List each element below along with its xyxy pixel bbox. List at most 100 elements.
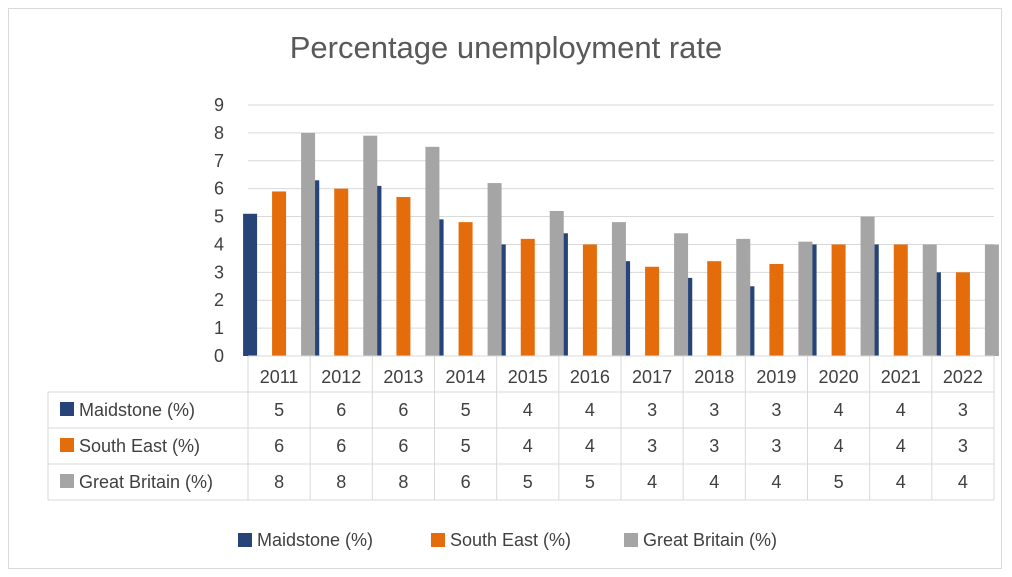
- y-tick-label: 8: [214, 123, 224, 143]
- y-tick-label: 0: [214, 346, 224, 366]
- bar: [955, 272, 970, 356]
- x-tick-label: 2021: [881, 367, 921, 387]
- table-cell: 5: [585, 472, 595, 492]
- y-tick-label: 7: [214, 151, 224, 171]
- bar: [458, 222, 473, 356]
- table-cell: 4: [585, 400, 595, 420]
- y-tick-label: 6: [214, 179, 224, 199]
- bar: [487, 183, 502, 356]
- bar: [707, 261, 722, 356]
- table-cell: 4: [523, 400, 533, 420]
- x-tick-label: 2019: [756, 367, 796, 387]
- table-cell: 8: [336, 472, 346, 492]
- table-cell: 5: [274, 400, 284, 420]
- table-cell: 5: [834, 472, 844, 492]
- table-cell: 4: [834, 436, 844, 456]
- y-tick-label: 2: [214, 290, 224, 310]
- x-tick-label: 2012: [321, 367, 361, 387]
- bar: [301, 132, 316, 356]
- x-tick-label: 2016: [570, 367, 610, 387]
- chart-title: Percentage unemployment rate: [289, 30, 723, 65]
- bar: [425, 146, 440, 356]
- y-tick-label: 9: [214, 95, 224, 115]
- table-cell: 3: [771, 436, 781, 456]
- bar: [549, 210, 564, 356]
- y-tick-label: 1: [214, 318, 224, 338]
- table-cell: 8: [274, 472, 284, 492]
- x-tick-label: 2014: [446, 367, 486, 387]
- bars: [243, 132, 999, 356]
- bar: [893, 244, 908, 356]
- table-cell: 5: [461, 436, 471, 456]
- y-axis: 0 1 2 3 4 5 6 7 8 9: [214, 95, 224, 366]
- legend-key-swatch: [60, 402, 74, 416]
- table-cell: 3: [958, 436, 968, 456]
- table-cell: 4: [896, 436, 906, 456]
- x-tick-label: 2013: [383, 367, 423, 387]
- table-row-label: South East (%): [79, 436, 200, 456]
- legend-key-swatch: [60, 474, 74, 488]
- table-cell: 3: [709, 436, 719, 456]
- table-cell: 6: [274, 436, 284, 456]
- bar: [831, 244, 846, 356]
- bar: [334, 188, 349, 356]
- table-cell: 5: [461, 400, 471, 420]
- legend: Maidstone (%) South East (%) Great Britain…: [238, 530, 777, 550]
- table-cell: 4: [896, 472, 906, 492]
- table-cell: 4: [834, 400, 844, 420]
- y-tick-label: 5: [214, 207, 224, 227]
- table-cell: 4: [647, 472, 657, 492]
- bar: [363, 135, 378, 356]
- table-cell: 6: [336, 436, 346, 456]
- bar: [243, 213, 258, 356]
- legend-swatch: [238, 533, 252, 547]
- legend-swatch: [624, 533, 638, 547]
- y-tick-label: 4: [214, 234, 224, 254]
- bar: [272, 191, 287, 356]
- legend-label: Great Britain (%): [643, 530, 777, 550]
- bar: [922, 244, 937, 356]
- data-table: 2011 2012 2013 2014 2015 2016 2017 2018 2019 2020…: [47, 355, 995, 501]
- bar: [984, 244, 999, 356]
- x-tick-label: 2022: [943, 367, 983, 387]
- table-cell: 3: [771, 400, 781, 420]
- table-cell: 6: [461, 472, 471, 492]
- bar: [860, 216, 875, 356]
- bar: [674, 233, 689, 356]
- y-tick-label: 3: [214, 262, 224, 282]
- table-cell: 3: [647, 436, 657, 456]
- table-row-label: Great Britain (%): [79, 472, 213, 492]
- table-cell: 4: [709, 472, 719, 492]
- x-tick-label: 2020: [819, 367, 859, 387]
- bar: [611, 222, 626, 356]
- table-row-label: Maidstone (%): [79, 400, 195, 420]
- table-cell: 5: [523, 472, 533, 492]
- table-cell: 4: [585, 436, 595, 456]
- table-cell: 4: [523, 436, 533, 456]
- table-cell: 3: [709, 400, 719, 420]
- table-cell: 4: [896, 400, 906, 420]
- bar: [769, 263, 784, 356]
- table-cell: 3: [647, 400, 657, 420]
- x-tick-label: 2015: [508, 367, 548, 387]
- table-cell: 4: [771, 472, 781, 492]
- table-cell: 8: [398, 472, 408, 492]
- table-cell: 3: [958, 400, 968, 420]
- legend-swatch: [431, 533, 445, 547]
- table-cell: 6: [398, 436, 408, 456]
- x-tick-label: 2017: [632, 367, 672, 387]
- bar: [582, 244, 597, 356]
- legend-label: South East (%): [450, 530, 571, 550]
- bar: [736, 238, 751, 356]
- table-cell: 4: [958, 472, 968, 492]
- legend-label: Maidstone (%): [257, 530, 373, 550]
- bar: [520, 238, 535, 356]
- table-cell: 6: [336, 400, 346, 420]
- bar: [798, 241, 813, 356]
- x-tick-label: 2018: [694, 367, 734, 387]
- table-cell: 6: [398, 400, 408, 420]
- x-tick-label: 2011: [260, 367, 299, 387]
- legend-key-swatch: [60, 438, 74, 452]
- bar: [645, 266, 660, 356]
